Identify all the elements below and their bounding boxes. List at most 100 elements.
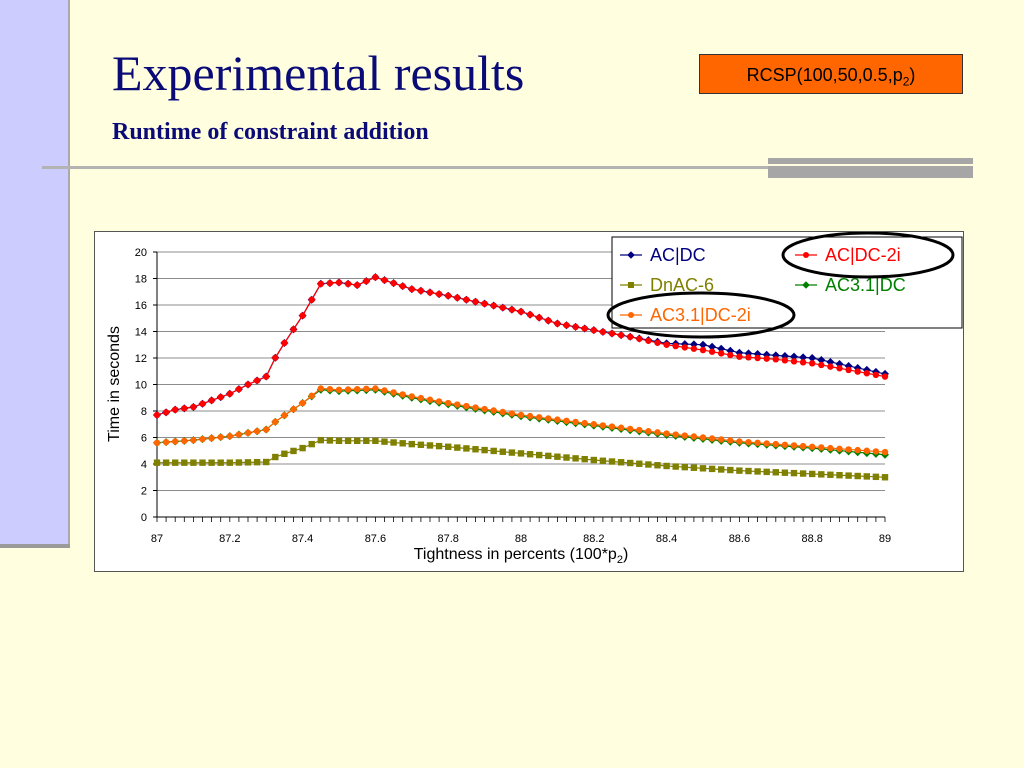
data-point [690,464,698,471]
data-point [517,308,525,315]
x-tick-label: 87.2 [219,533,240,545]
data-point [490,447,497,455]
data-point [445,443,452,450]
data-point [636,426,643,434]
data-point [599,328,607,336]
x-tick-label: 87.6 [365,533,386,545]
data-point [608,330,616,337]
data-point [235,459,243,466]
data-point [272,418,279,426]
data-point [199,400,206,407]
y-axis-ticks: 0 2 4 6 8 10 12 14 16 18 20 [135,247,157,524]
data-point [308,296,315,303]
data-point [745,438,752,446]
data-point [253,377,261,384]
data-point [836,471,843,479]
data-point [636,460,643,467]
data-point [290,406,297,413]
data-point [727,437,734,444]
data-point [299,444,306,452]
data-point [490,302,497,309]
data-point [790,469,798,477]
data-point [554,320,561,327]
data-point [645,428,652,435]
data-point [508,449,516,456]
data-point [435,290,443,298]
data-point [426,442,434,449]
data-point [417,394,425,402]
data-point [354,281,361,289]
data-point [672,431,679,438]
data-point [190,403,197,411]
data-point [708,348,716,355]
data-point [499,448,506,455]
data-point [354,385,361,393]
data-point [299,312,306,319]
highlight-ellipse-ac3-1-dc-2i [606,291,796,339]
data-point [545,452,552,460]
data-point [690,433,698,440]
data-point [290,326,297,333]
data-point [344,280,352,287]
data-point [281,339,288,347]
data-point [517,411,525,419]
data-point [499,304,506,311]
data-point [335,279,343,286]
data-point [445,399,452,407]
data-point [736,467,743,474]
data-point [563,417,570,424]
data-point [281,412,288,419]
badge-text: RCSP(100,50,0.5,p [746,65,903,85]
x-tick-label: 87 [151,533,163,545]
data-point [208,459,215,466]
data-point [772,440,779,448]
data-point [617,331,625,339]
data-point [235,431,243,438]
badge-close: ) [909,65,916,85]
data-point [526,451,534,458]
data-point [417,441,425,448]
data-point [454,294,461,301]
data-point [190,459,197,466]
data-point [663,430,670,437]
data-point [472,446,479,453]
data-point [590,456,597,464]
legend-label: DnAC-6 [650,275,714,295]
data-point [162,459,170,466]
data-point [162,438,170,446]
runtime-line-chart: 0 2 4 6 8 10 12 14 16 18 20 87 87.2 87.4 87.6 87.8 88 88… [106,231,963,566]
data-point [536,314,543,321]
data-point [363,277,370,285]
data-point [426,396,434,403]
data-point [708,342,717,351]
data-point [763,355,770,362]
data-point [226,432,233,440]
data-point [481,300,488,307]
data-point [790,358,798,365]
data-point [672,342,679,350]
data-point [627,425,634,433]
data-point [454,401,461,408]
legend-label: AC3.1|DC [825,275,906,295]
data-point [435,442,443,450]
data-point [863,473,870,480]
data-point [754,439,761,446]
data-point [244,429,252,437]
data-point [690,345,698,352]
data-point [317,385,324,392]
data-point [854,472,861,480]
data-point [781,357,789,364]
data-point [481,446,488,454]
legend-swatch-marker [803,252,809,258]
data-point [790,352,798,361]
data-point [854,368,861,375]
axes [156,252,885,518]
data-point [308,392,315,399]
data-point [818,444,825,451]
data-point [736,438,743,445]
data-point [272,354,279,361]
data-point [481,405,488,413]
data-point [363,437,370,445]
data-point [654,462,661,469]
data-point [827,471,834,478]
